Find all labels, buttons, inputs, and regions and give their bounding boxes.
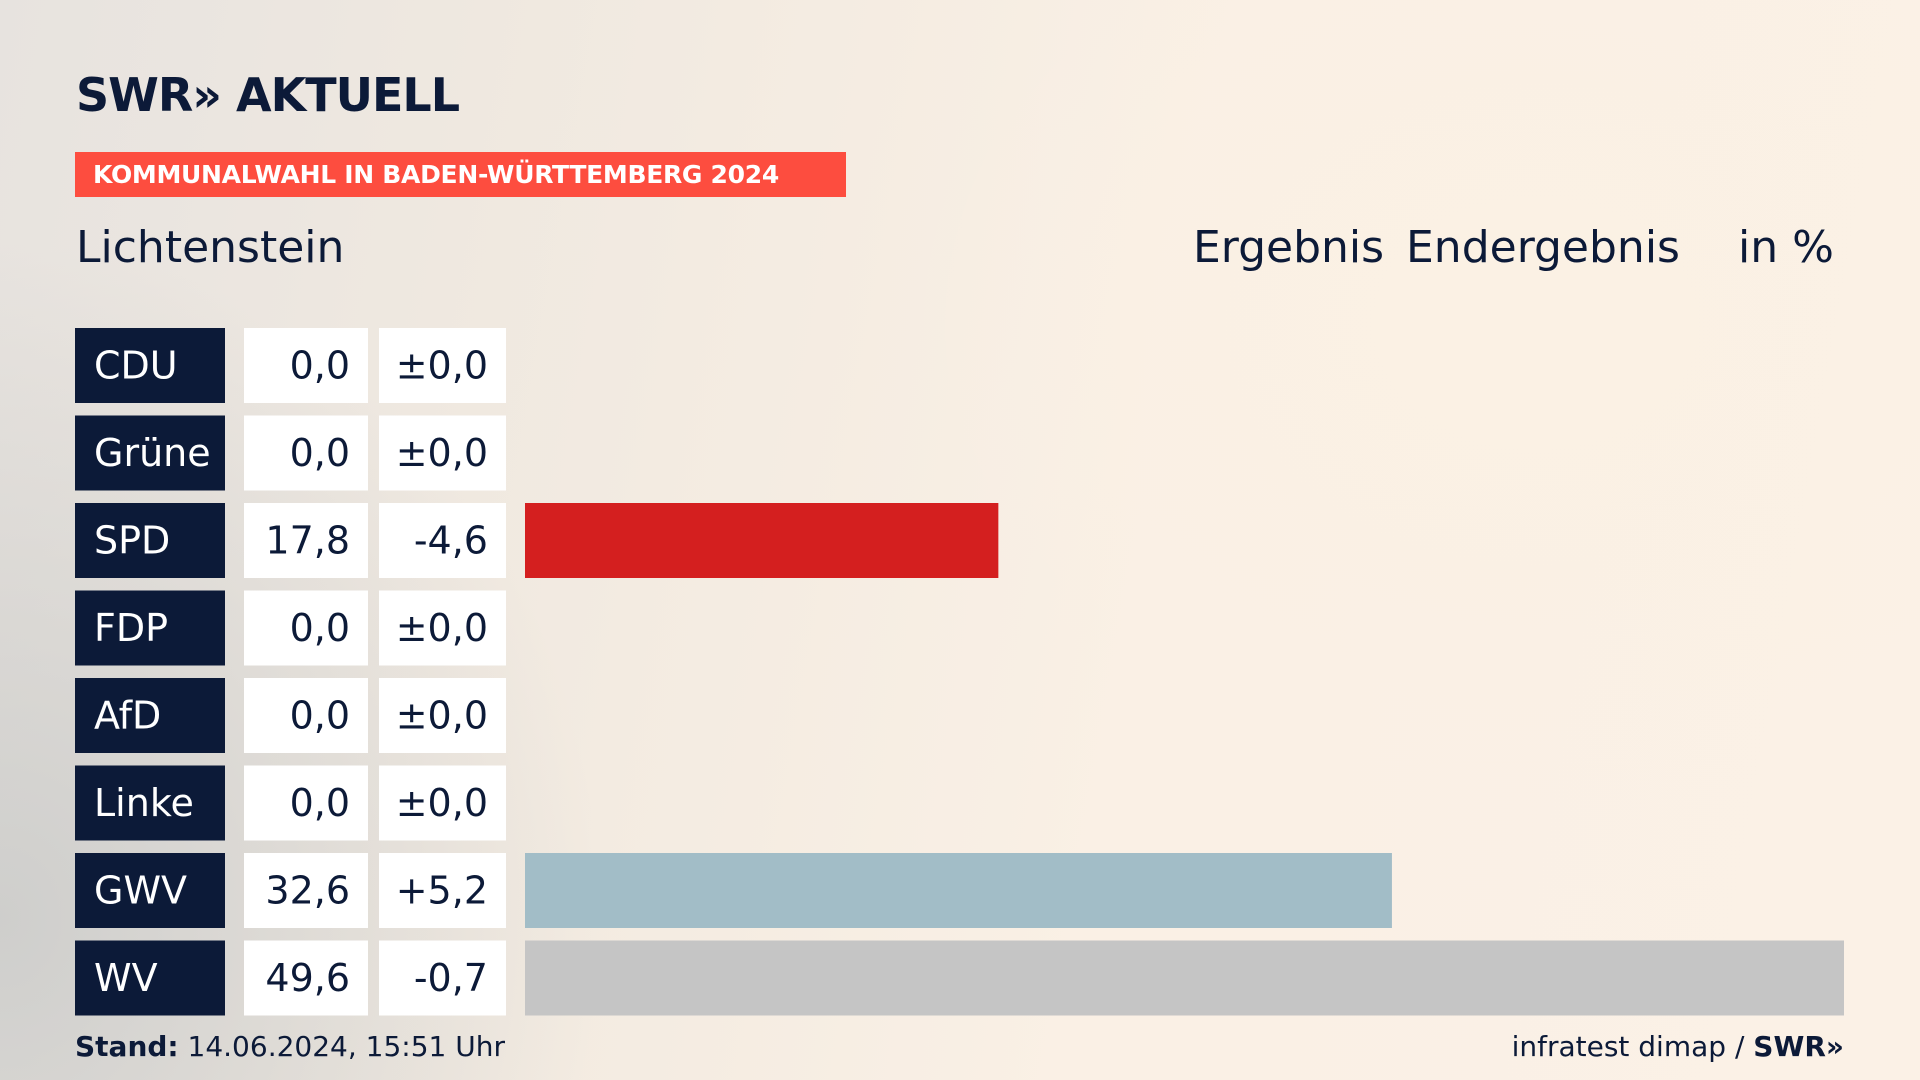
bar-wv — [525, 940, 1844, 1016]
change-cell — [379, 678, 506, 753]
stand-value: 14.06.2024, 15:51 Uhr — [187, 1030, 505, 1063]
change-label: -0,7 — [414, 956, 488, 1000]
place-title: Lichtenstein — [76, 222, 345, 273]
party-label: FDP — [94, 606, 168, 650]
election-banner: KOMMUNALWAHL IN BADEN-WÜRTTEMBERG 2024 — [75, 152, 846, 197]
source-text: infratest dimap / — [1511, 1030, 1745, 1063]
swr-aktuell-logo: SWR» AKTUELL — [76, 68, 460, 122]
change-cell — [379, 765, 506, 841]
value-cell — [244, 678, 368, 753]
swr-brand-icon: SWR» — [1753, 1030, 1844, 1063]
column-header-endergebnis: Endergebnis — [1406, 222, 1680, 273]
value-label: 0,0 — [290, 344, 350, 388]
party-box — [75, 940, 225, 1016]
change-label: -4,6 — [414, 519, 488, 563]
column-header-unit: in % — [1738, 222, 1834, 273]
value-label: 0,0 — [290, 694, 350, 738]
value-label: 0,0 — [290, 781, 350, 825]
value-cell — [244, 503, 368, 578]
banner-text: KOMMUNALWAHL IN BADEN-WÜRTTEMBERG 2024 — [93, 160, 779, 189]
party-box — [75, 328, 225, 403]
change-label: ±0,0 — [396, 431, 488, 475]
value-cell — [244, 415, 368, 491]
change-label: ±0,0 — [396, 694, 488, 738]
party-box — [75, 678, 225, 753]
change-cell — [379, 940, 506, 1016]
party-label: CDU — [94, 344, 178, 388]
footer-timestamp: Stand: 14.06.2024, 15:51 Uhr — [75, 1030, 505, 1063]
bar-spd — [525, 503, 999, 578]
footer-source: infratest dimap / SWR» — [1512, 1030, 1844, 1063]
party-box — [75, 853, 225, 928]
value-label: 49,6 — [265, 956, 350, 1000]
value-cell — [244, 590, 368, 666]
party-label: SPD — [94, 519, 170, 563]
column-header-ergebnis: Ergebnis — [1193, 222, 1385, 273]
party-label: Grüne — [94, 431, 211, 475]
party-label: WV — [94, 956, 158, 1000]
change-label: ±0,0 — [396, 606, 488, 650]
party-label: Linke — [94, 781, 194, 825]
bar-gwv — [525, 853, 1392, 928]
change-label: ±0,0 — [396, 344, 488, 388]
party-box — [75, 590, 225, 666]
value-label: 0,0 — [290, 606, 350, 650]
value-cell — [244, 765, 368, 841]
party-box — [75, 765, 225, 841]
party-label: GWV — [94, 869, 187, 913]
change-cell — [379, 590, 506, 666]
value-label: 0,0 — [290, 431, 350, 475]
change-cell — [379, 328, 506, 403]
value-label: 17,8 — [265, 519, 350, 563]
change-cell — [379, 853, 506, 928]
change-cell — [379, 503, 506, 578]
party-box — [75, 503, 225, 578]
value-label: 32,6 — [265, 869, 350, 913]
value-cell — [244, 853, 368, 928]
party-label: AfD — [94, 694, 161, 738]
party-box — [75, 415, 225, 491]
change-label: ±0,0 — [396, 781, 488, 825]
value-cell — [244, 940, 368, 1016]
stand-label: Stand: — [75, 1030, 179, 1063]
change-label: +5,2 — [396, 869, 488, 913]
value-cell — [244, 328, 368, 403]
change-cell — [379, 415, 506, 491]
